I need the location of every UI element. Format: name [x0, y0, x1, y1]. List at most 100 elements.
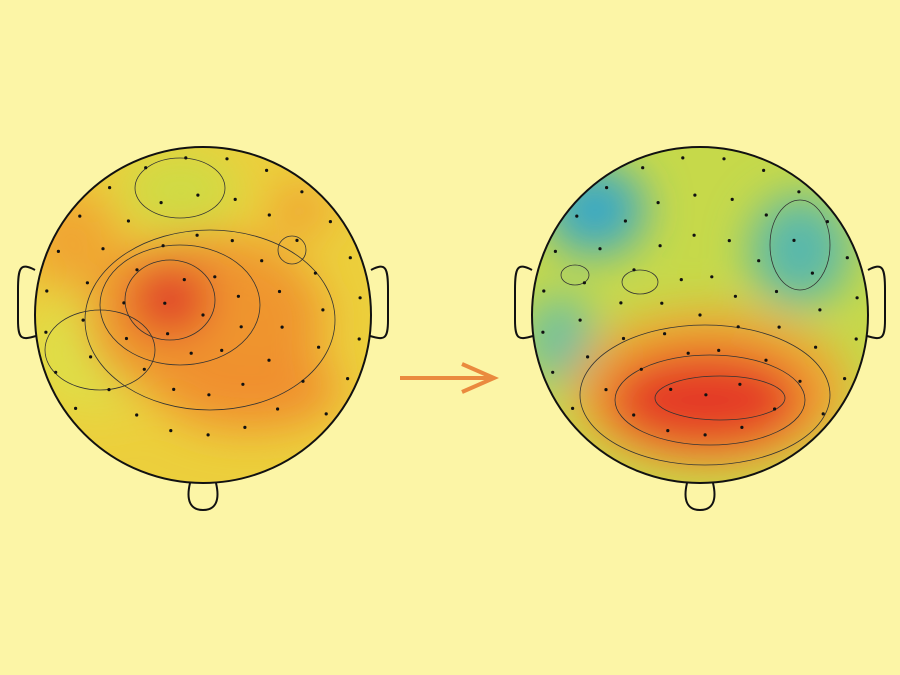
electrode [277, 289, 282, 294]
electrode [727, 239, 731, 243]
electrode [163, 301, 167, 305]
electrode [571, 406, 575, 410]
electrode [623, 219, 628, 223]
electrode [321, 308, 325, 312]
electrode [843, 377, 847, 381]
ear [866, 265, 886, 339]
electrode [189, 351, 193, 355]
electrode [301, 379, 305, 383]
electrode [619, 301, 623, 305]
electrode [44, 330, 48, 334]
electrode [632, 268, 636, 272]
electrode [641, 166, 645, 170]
electrode [243, 425, 247, 429]
electrode [692, 233, 696, 237]
electrode [182, 278, 186, 282]
electrode [201, 313, 205, 317]
electrode [124, 336, 129, 341]
electrode [773, 407, 777, 411]
electrode [56, 249, 61, 253]
electrode [267, 213, 271, 217]
electrode [81, 318, 85, 322]
ear [514, 265, 534, 339]
nose [187, 482, 219, 512]
electrode [621, 336, 626, 341]
ear [17, 265, 37, 339]
electrode [666, 429, 670, 433]
electrode [107, 388, 111, 392]
electrode [762, 168, 766, 172]
head-left [17, 146, 389, 512]
electrode [357, 337, 361, 341]
electrode [313, 271, 317, 275]
electrode [821, 412, 825, 416]
electrode [78, 214, 82, 218]
electrode [196, 193, 200, 197]
nose [684, 482, 716, 512]
electrode [658, 244, 662, 248]
electrode [184, 156, 188, 160]
electrode [797, 190, 801, 194]
electrode [169, 429, 173, 433]
electrode [551, 370, 555, 374]
electrode [230, 239, 234, 243]
electrode [300, 190, 304, 194]
electrode [660, 301, 664, 305]
electrode [578, 318, 582, 322]
electrode [276, 407, 280, 411]
electrode [722, 157, 726, 161]
electrode [207, 393, 211, 397]
electrode [195, 233, 199, 237]
electrode [604, 388, 608, 392]
electrode [814, 345, 818, 349]
electrode [267, 358, 271, 362]
electrode [348, 256, 352, 260]
electrode [295, 238, 299, 242]
electrode [586, 355, 590, 359]
electrode [260, 259, 264, 263]
electrode [236, 294, 240, 298]
electrode [225, 157, 229, 161]
electrode [101, 247, 105, 251]
electrode [45, 289, 49, 293]
electrode [126, 219, 130, 223]
electrode [553, 249, 558, 253]
electrode [632, 413, 636, 417]
electrode [85, 281, 89, 285]
electrode [317, 345, 321, 349]
electrode [679, 278, 683, 282]
electrode [241, 382, 245, 386]
electrode [582, 281, 587, 285]
electrode [159, 201, 163, 205]
electrode [54, 370, 58, 374]
electrode [135, 268, 139, 272]
electrode [542, 289, 546, 293]
electrode [798, 379, 802, 383]
electrode [265, 168, 269, 172]
electrode [108, 186, 112, 190]
electrode [324, 412, 328, 416]
electrode [810, 271, 815, 275]
electrode [693, 193, 697, 197]
electrode [774, 289, 779, 294]
electrode [358, 296, 362, 300]
electrode [89, 355, 93, 359]
electrode [135, 413, 139, 417]
arrow [400, 362, 499, 394]
electrode [206, 433, 210, 437]
electrode [346, 377, 350, 381]
topomap [35, 147, 371, 483]
electrode [854, 337, 858, 341]
electrode [144, 166, 148, 170]
electrode [213, 275, 217, 279]
electrode [239, 325, 243, 329]
electrode [663, 332, 667, 336]
electrode [703, 433, 707, 437]
electrode [738, 382, 742, 386]
electrode [328, 220, 332, 224]
electrode [698, 313, 702, 317]
electrode [825, 220, 830, 224]
electrode [764, 213, 768, 217]
